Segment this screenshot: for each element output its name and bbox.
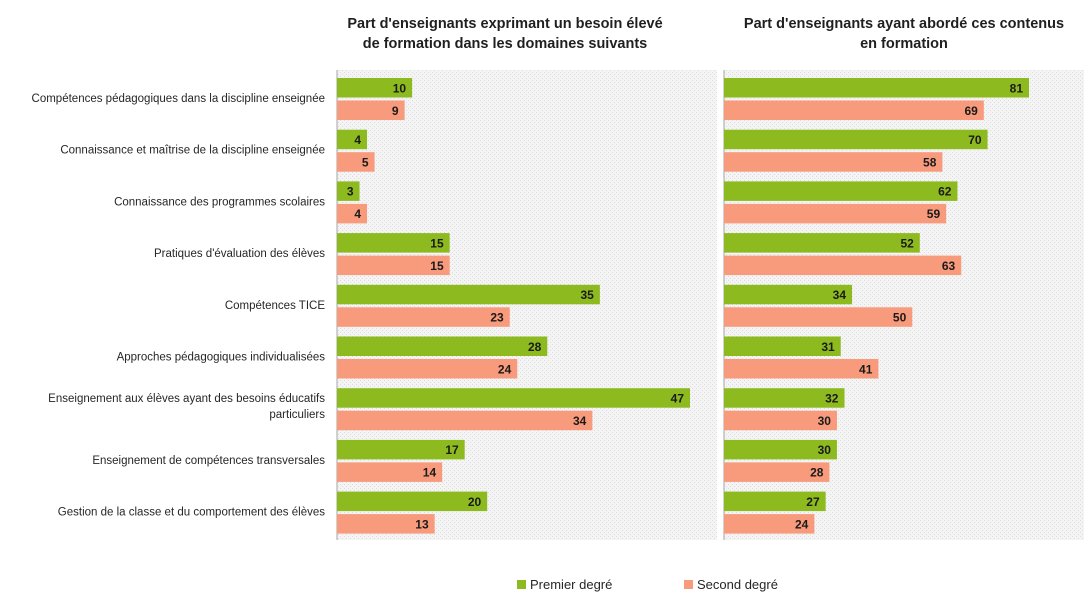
bar-panel-1-second	[337, 255, 450, 276]
bar-panel-1-second	[337, 462, 443, 482]
data-label: 63	[942, 259, 956, 273]
bar-panel-1-premier	[337, 129, 368, 150]
data-label: 23	[490, 311, 504, 325]
legend-label: Premier degré	[530, 577, 612, 592]
panel-2-title-line: Part d'enseignants ayant abordé ces cont…	[744, 16, 1064, 32]
legend-swatch	[684, 580, 693, 589]
bar-panel-2-second	[724, 359, 879, 379]
bar-panel-2-premier	[724, 78, 1029, 98]
bar-panel-2-premier	[724, 129, 988, 150]
bar-panel-1-second	[337, 152, 375, 172]
data-label: 34	[833, 288, 847, 302]
category-label: Enseignement de compétences transversale…	[92, 455, 325, 467]
bar-panel-2-premier	[724, 233, 920, 253]
data-label: 4	[354, 133, 361, 147]
data-label: 41	[859, 362, 873, 376]
bar-panel-2-second	[724, 307, 913, 327]
category-label: Enseignement aux élèves ayant des besoin…	[48, 393, 325, 405]
legend-swatch	[517, 580, 526, 589]
data-label: 69	[964, 104, 978, 118]
data-label: 15	[430, 259, 444, 273]
bar-panel-2-premier	[724, 388, 845, 408]
bar-panel-1-premier	[337, 78, 413, 98]
data-label: 35	[581, 288, 595, 302]
data-label: 34	[573, 414, 587, 428]
bar-panel-1-second	[337, 514, 435, 534]
legend-label: Second degré	[697, 577, 778, 592]
data-label: 13	[415, 517, 429, 531]
data-label: 4	[354, 207, 361, 221]
data-label: 58	[923, 155, 937, 169]
bar-panel-1-premier	[337, 439, 465, 460]
panel-1-plot-area	[337, 70, 717, 540]
bar-panel-2-premier	[724, 336, 841, 356]
panel-1-title-line: Part d'enseignants exprimant un besoin é…	[347, 16, 662, 32]
bar-panel-1-second	[337, 410, 593, 431]
data-label: 81	[1010, 81, 1024, 95]
bar-panel-1-second	[337, 203, 368, 224]
data-label: 3	[347, 185, 354, 199]
data-label: 5	[362, 155, 369, 169]
bar-panel-2-second	[724, 152, 943, 172]
bar-panel-1-premier	[337, 336, 548, 356]
data-label: 31	[821, 340, 835, 354]
bar-panel-1-premier	[337, 233, 450, 253]
category-label: Gestion de la classe et du comportement …	[58, 507, 325, 519]
bar-panel-2-premier	[724, 439, 837, 460]
data-label: 27	[806, 495, 820, 509]
bar-panel-2-second	[724, 100, 984, 120]
category-label: Compétences pédagogiques dans la discipl…	[32, 93, 325, 105]
data-label: 24	[795, 517, 809, 531]
bar-panel-1-premier	[337, 284, 600, 305]
data-label: 32	[825, 391, 839, 405]
data-label: 30	[818, 414, 832, 428]
category-label: Pratiques d'évaluation des élèves	[154, 248, 325, 260]
bar-panel-1-second	[337, 359, 518, 379]
data-label: 52	[900, 236, 914, 250]
data-label: 47	[671, 391, 685, 405]
bar-panel-1-premier	[337, 181, 360, 201]
bar-panel-2-second	[724, 255, 962, 276]
bar-panel-2-second	[724, 203, 947, 224]
bar-panel-2-premier	[724, 491, 826, 512]
bar-panel-1-second	[337, 307, 510, 327]
bar-panel-2-premier	[724, 181, 958, 201]
data-label: 59	[927, 207, 941, 221]
category-label: Compétences TICE	[225, 300, 325, 312]
category-label: Connaissance des programmes scolaires	[114, 196, 325, 208]
data-label: 17	[445, 443, 459, 457]
bar-panel-1-premier	[337, 388, 690, 408]
bar-panel-1-premier	[337, 491, 488, 512]
data-label: 50	[893, 311, 907, 325]
bar-panel-2-second	[724, 514, 815, 534]
bar-panel-2-second	[724, 410, 837, 431]
data-label: 70	[968, 133, 982, 147]
data-label: 20	[468, 495, 482, 509]
bar-panel-1-second	[337, 100, 405, 120]
bar-panel-2-second	[724, 462, 830, 482]
category-label: Connaissance et maîtrise de la disciplin…	[60, 145, 325, 157]
category-label: Approches pédagogiques individualisées	[117, 352, 326, 364]
data-label: 62	[938, 185, 952, 199]
data-label: 9	[392, 104, 399, 118]
data-label: 14	[423, 466, 437, 480]
data-label: 28	[810, 466, 824, 480]
bar-panel-2-premier	[724, 284, 853, 305]
data-label: 28	[528, 340, 542, 354]
panel-2-title-line: en formation	[860, 36, 948, 52]
panel-1-title-line: de formation dans les domaines suivants	[363, 36, 647, 52]
data-label: 15	[430, 236, 444, 250]
data-label: 24	[498, 362, 512, 376]
data-label: 30	[818, 443, 832, 457]
category-label: particuliers	[269, 409, 325, 421]
data-label: 10	[393, 81, 407, 95]
